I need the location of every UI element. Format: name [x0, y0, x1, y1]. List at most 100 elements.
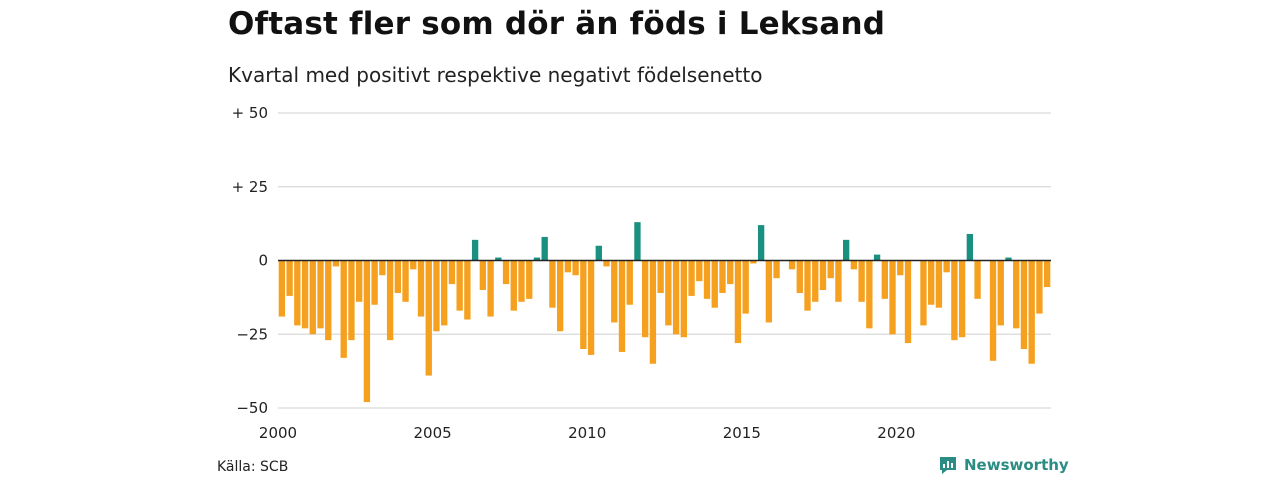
bar [301, 260, 309, 329]
bar [943, 260, 950, 273]
y-tick-label: + 50 [232, 104, 268, 122]
bar [897, 260, 904, 276]
bar [348, 260, 355, 341]
bar [518, 260, 525, 302]
bar [850, 260, 858, 270]
x-tick-label: 2020 [877, 424, 915, 442]
bar [363, 260, 371, 403]
bar [417, 260, 425, 317]
bar [928, 260, 935, 305]
bar [1005, 257, 1012, 261]
y-tick-label: −50 [236, 399, 268, 417]
gridlines [278, 112, 1051, 409]
bar [502, 260, 510, 285]
brand-name: Newsworthy [964, 456, 1069, 474]
source-note: Källa: SCB [217, 459, 289, 475]
bar [471, 239, 479, 261]
bar [487, 260, 494, 317]
bar [595, 245, 602, 261]
x-tick-label: 2000 [259, 424, 297, 442]
bar [464, 260, 471, 320]
bar [703, 260, 711, 299]
bar [495, 257, 502, 261]
bar [541, 236, 548, 261]
bar [564, 260, 572, 273]
y-tick-label: + 25 [232, 178, 268, 196]
x-tick-label: 2010 [568, 424, 606, 442]
bar [773, 260, 780, 279]
bar [340, 260, 347, 358]
bar [587, 260, 595, 355]
bar [286, 260, 293, 296]
bar [873, 254, 881, 261]
bar [688, 260, 695, 296]
bar [672, 260, 680, 335]
y-axis-ticks: + 50 + 25 0 −25 −50 [232, 104, 268, 417]
x-tick-label: 2005 [414, 424, 452, 442]
bar [634, 222, 641, 261]
bar [1013, 260, 1020, 329]
bar [757, 225, 765, 261]
bar [456, 260, 463, 311]
bar [433, 260, 440, 332]
bar [812, 260, 819, 302]
bar [1028, 260, 1035, 364]
bar [904, 260, 912, 344]
bar [278, 260, 286, 317]
bar [309, 260, 316, 335]
x-tick-label: 2015 [723, 424, 761, 442]
bar [734, 260, 742, 344]
newsworthy-logo-icon [940, 457, 956, 474]
bar [951, 260, 958, 341]
bar [881, 260, 888, 299]
brand-logo[interactable]: Newsworthy [938, 455, 1069, 475]
bar [317, 260, 324, 329]
bar [402, 260, 409, 302]
bar [804, 260, 811, 311]
bar [294, 260, 301, 326]
bar [611, 260, 618, 323]
bar [835, 260, 842, 302]
bar [819, 260, 827, 290]
bar [958, 260, 966, 338]
bar [479, 260, 487, 290]
bar [410, 260, 417, 270]
bar [356, 260, 363, 302]
bar [727, 260, 734, 285]
bar [989, 260, 997, 361]
bar [425, 260, 432, 376]
bar [920, 260, 927, 326]
bar [765, 260, 773, 323]
bar [526, 260, 533, 299]
bar [549, 260, 556, 308]
bar [997, 260, 1004, 326]
bar [618, 260, 626, 352]
bar [866, 260, 873, 329]
bar [603, 260, 610, 267]
y-tick-label: −25 [236, 325, 268, 343]
bar [580, 260, 587, 349]
bar [533, 257, 541, 261]
bar [966, 233, 974, 261]
bar [379, 260, 386, 276]
bar [858, 260, 865, 302]
bar [510, 260, 517, 311]
bar [657, 260, 664, 293]
bar [796, 260, 803, 293]
bar [750, 260, 757, 264]
bar [642, 260, 649, 338]
bar [1036, 260, 1043, 314]
bar [394, 260, 401, 293]
bar [441, 260, 448, 326]
bar [325, 260, 332, 341]
bar [556, 260, 564, 332]
x-axis-ticks: 2000 2005 2010 2015 2020 [259, 424, 916, 442]
bars [278, 222, 1051, 403]
bar [1020, 260, 1028, 349]
bar [935, 260, 943, 308]
bar [649, 260, 657, 364]
bar [680, 260, 687, 338]
chart-subtitle: Kvartal med positivt respektive negativt… [228, 63, 763, 87]
bar [665, 260, 672, 326]
bar [572, 260, 579, 276]
